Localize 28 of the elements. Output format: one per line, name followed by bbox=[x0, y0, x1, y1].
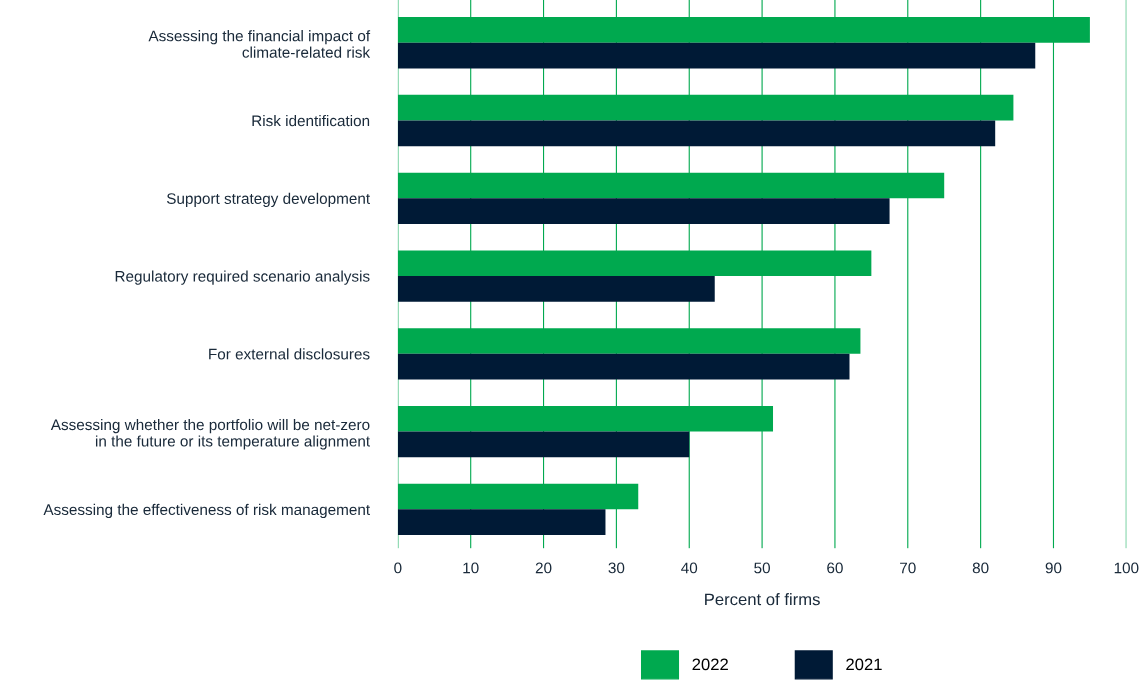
legend-label: 2021 bbox=[846, 658, 882, 671]
y-tick-label: Regulatory required scenario analysis bbox=[115, 270, 370, 285]
x-tick-label: 40 bbox=[681, 562, 698, 574]
y-tick-label: For external disclosures bbox=[209, 348, 370, 360]
y-tick-label: Assessing the financial impact of climate-related risk bbox=[148, 30, 371, 58]
bar bbox=[397, 198, 890, 224]
y-tick-label: Support strategy development bbox=[166, 192, 370, 207]
y-tick-label: Assessing whether the portfolio will be net-zero in the future or its temperature alignment bbox=[50, 418, 370, 450]
bar bbox=[397, 431, 690, 458]
x-tick-label: 20 bbox=[535, 562, 552, 574]
legend-label: 2022 bbox=[692, 658, 728, 671]
x-tick-label: 30 bbox=[608, 562, 625, 574]
bar bbox=[397, 42, 1036, 69]
x-tick-label: 100 bbox=[1114, 562, 1139, 574]
y-tick-label: Assessing the effectiveness of risk management bbox=[43, 503, 370, 519]
y-tick-label: Risk identification bbox=[252, 115, 370, 127]
x-tick-label: 10 bbox=[463, 562, 479, 574]
bar bbox=[397, 276, 715, 302]
x-axis-title: Percent of firms bbox=[705, 593, 820, 606]
x-tick-label: 90 bbox=[1045, 562, 1062, 574]
bar bbox=[397, 353, 850, 380]
bar bbox=[397, 509, 606, 536]
bar bbox=[397, 120, 996, 147]
x-tick-label: 50 bbox=[754, 562, 770, 574]
x-tick-label: 60 bbox=[827, 562, 843, 574]
x-tick-label: 70 bbox=[900, 562, 916, 574]
x-tick-label: 80 bbox=[972, 562, 989, 574]
x-tick-label: 0 bbox=[394, 562, 402, 574]
